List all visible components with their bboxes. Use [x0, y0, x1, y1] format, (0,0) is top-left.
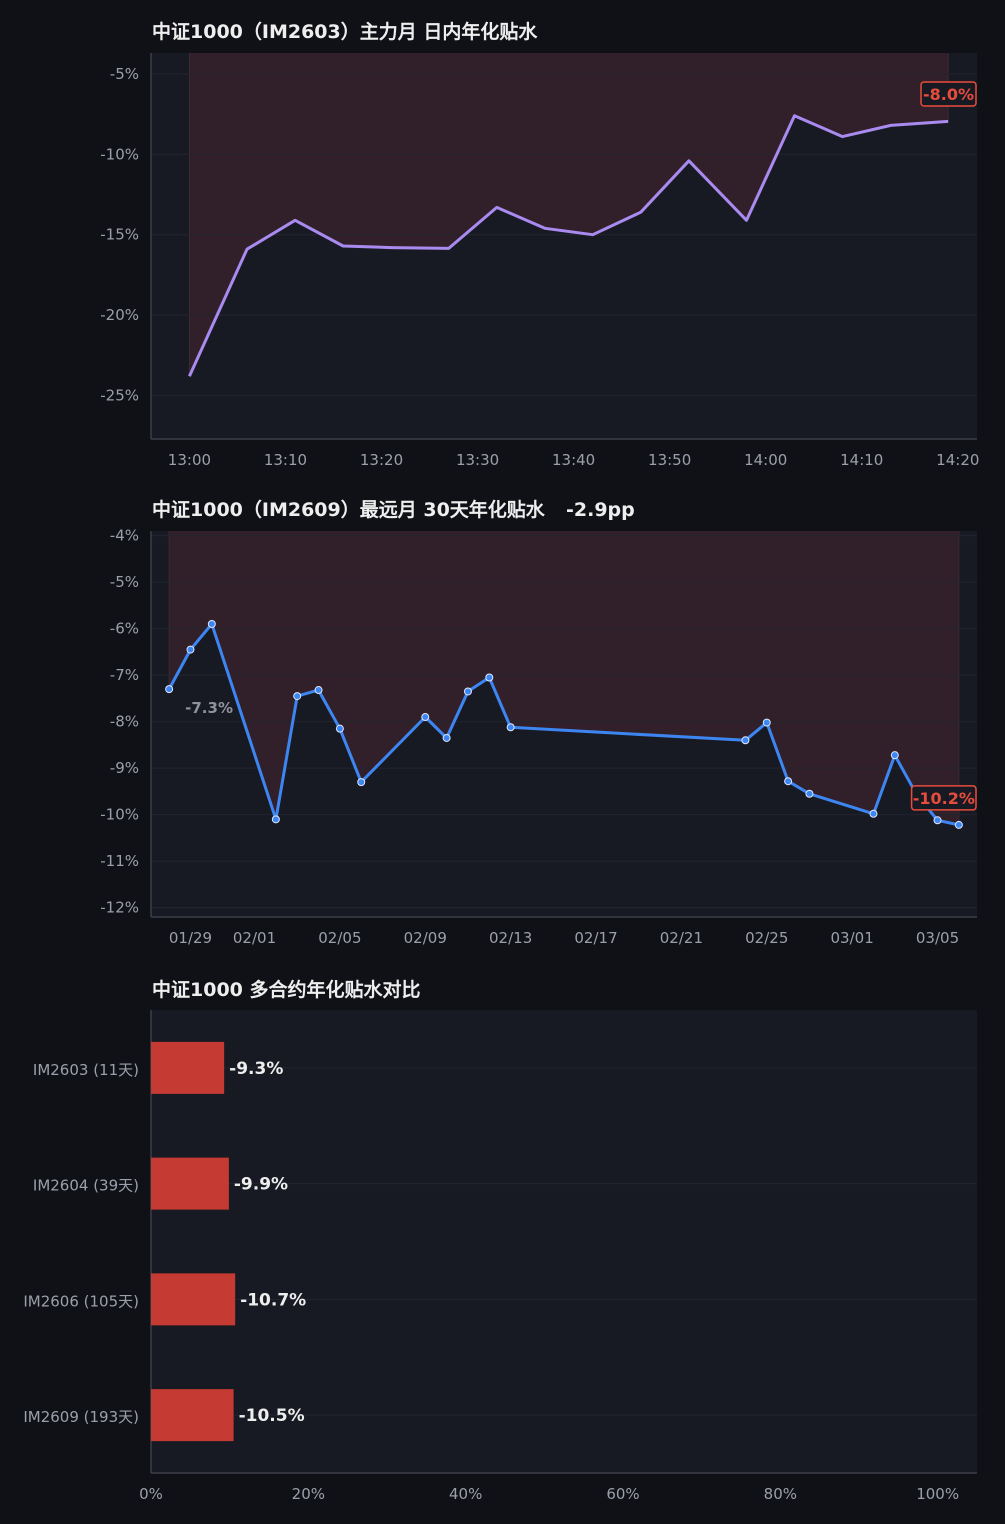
discount-shade — [169, 531, 959, 825]
bar-value-label: -10.7% — [240, 1290, 306, 1310]
data-point — [357, 778, 366, 787]
x-tick-label: 02/21 — [660, 929, 703, 947]
x-tick-label: 13:40 — [552, 451, 595, 469]
x-tick-label: 14:10 — [840, 451, 883, 469]
series-line — [167, 622, 960, 827]
data-point — [186, 645, 195, 654]
x-tick-label: 02/17 — [574, 929, 617, 947]
x-tick-label: 0% — [139, 1485, 163, 1503]
x-tick-label: 03/01 — [831, 929, 874, 947]
bar-value-label: -10.5% — [239, 1406, 305, 1426]
bar-value-label: -9.9% — [234, 1175, 288, 1195]
x-tick-label: 60% — [606, 1485, 639, 1503]
intraday-chart: -5% -10% -15% -20% -25% 13:00 13:10 13:20 13:30 1… — [100, 20, 979, 469]
y-tick-label: -9% — [110, 759, 139, 777]
data-point — [463, 687, 472, 696]
y-tick-label: -25% — [100, 387, 139, 405]
x-tick-label: 02/05 — [318, 929, 361, 947]
y-tick-label: -12% — [100, 899, 139, 917]
y-tick-label: -8% — [110, 713, 139, 731]
y-tick-label: -7% — [110, 666, 139, 684]
data-point — [506, 723, 515, 732]
data-point — [271, 815, 280, 824]
x-tick-label: 13:10 — [264, 451, 307, 469]
chart-title: 中证1000 多合约年化贴水对比 — [152, 978, 421, 1001]
x-tick-label: 02/01 — [233, 929, 276, 947]
bar — [151, 1273, 236, 1326]
discount-shade — [189, 53, 949, 377]
x-tick-label: 03/05 — [916, 929, 959, 947]
y-tick-label: -20% — [100, 306, 139, 324]
category-label: IM2603 (11天) — [33, 1061, 139, 1079]
x-tick-label: 14:20 — [936, 451, 979, 469]
x-tick-label: 13:30 — [456, 451, 499, 469]
data-point — [442, 733, 451, 742]
x-tick-label: 20% — [292, 1485, 325, 1503]
data-point — [293, 692, 302, 701]
x-tick-label: 14:00 — [744, 451, 787, 469]
data-point — [933, 816, 942, 825]
x-tick-label: 100% — [916, 1485, 959, 1503]
y-tick-label: -11% — [100, 852, 139, 870]
last-value-label: -8.0% — [923, 85, 974, 104]
data-point — [741, 736, 750, 745]
x-tick-label: 02/09 — [404, 929, 447, 947]
bar — [151, 1389, 234, 1442]
data-point — [890, 751, 899, 760]
bar — [151, 1157, 229, 1210]
category-label: IM2609 (193天) — [23, 1408, 139, 1426]
y-tick-label: -5% — [110, 573, 139, 591]
y-tick-label: -15% — [100, 226, 139, 244]
x-tick-label: 01/29 — [169, 929, 212, 947]
x-tick-label: 02/25 — [745, 929, 788, 947]
data-point — [805, 789, 814, 798]
x-tick-label: 13:20 — [360, 451, 403, 469]
data-point — [954, 820, 963, 829]
last-value-badge — [920, 81, 977, 107]
data-point — [784, 777, 793, 786]
y-tick-label: -10% — [100, 145, 139, 163]
y-tick-label: -5% — [110, 65, 139, 83]
data-point — [314, 686, 323, 695]
last-value-label: -10.2% — [913, 789, 975, 808]
thirty-day-chart: -4% -5% -6% -7% -8% -9% -10% -11% -12% 01/29 02/01… — [100, 498, 977, 947]
chart-title: 中证1000（IM2609）最远月 30天年化贴水 — [152, 498, 546, 521]
x-tick-label: 02/13 — [489, 929, 532, 947]
data-point — [207, 620, 216, 629]
data-point — [762, 718, 771, 727]
chart-subtitle: -2.9pp — [566, 499, 635, 521]
y-tick-label: -6% — [110, 620, 139, 638]
data-point — [421, 713, 430, 722]
data-point — [485, 673, 494, 682]
x-tick-label: 13:50 — [648, 451, 691, 469]
bar — [151, 1041, 225, 1094]
data-point — [335, 724, 344, 733]
plot-area — [151, 1010, 977, 1473]
contract-comparison-chart: -9.3% IM2603 (11天) -9.9% IM2604 (39天) -10.7%… — [23, 978, 977, 1503]
last-value-badge — [910, 785, 977, 811]
y-tick-label: -4% — [110, 527, 139, 545]
data-point — [165, 685, 174, 694]
x-tick-label: 80% — [764, 1485, 797, 1503]
first-value-label: -7.3% — [185, 699, 233, 717]
x-tick-label: 13:00 — [168, 451, 211, 469]
series-line — [188, 114, 949, 377]
bar-value-label: -9.3% — [229, 1059, 283, 1079]
category-label: IM2604 (39天) — [33, 1177, 139, 1195]
y-tick-label: -10% — [100, 806, 139, 824]
chart-title: 中证1000（IM2603）主力月 日内年化贴水 — [152, 20, 538, 43]
category-label: IM2606 (105天) — [23, 1292, 139, 1310]
data-point — [869, 809, 878, 818]
x-tick-label: 40% — [449, 1485, 482, 1503]
